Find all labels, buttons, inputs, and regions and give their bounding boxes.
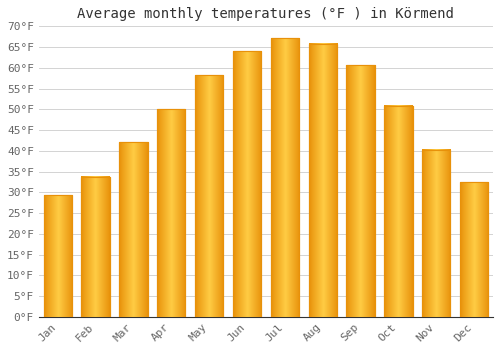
Title: Average monthly temperatures (°F ) in Körmend: Average monthly temperatures (°F ) in Kö…: [78, 7, 454, 21]
Bar: [119, 142, 148, 317]
Bar: [157, 109, 186, 317]
Bar: [157, 109, 186, 317]
Bar: [460, 182, 488, 317]
Bar: [346, 65, 375, 317]
Bar: [422, 149, 450, 317]
Bar: [460, 182, 488, 317]
Bar: [308, 44, 337, 317]
Bar: [82, 176, 110, 317]
Bar: [384, 106, 412, 317]
Bar: [346, 65, 375, 317]
Bar: [308, 44, 337, 317]
Bar: [270, 38, 299, 317]
Bar: [270, 38, 299, 317]
Bar: [195, 75, 224, 317]
Bar: [233, 51, 261, 317]
Bar: [233, 51, 261, 317]
Bar: [195, 75, 224, 317]
Bar: [422, 149, 450, 317]
Bar: [82, 176, 110, 317]
Bar: [44, 195, 72, 317]
Bar: [119, 142, 148, 317]
Bar: [384, 106, 412, 317]
Bar: [44, 195, 72, 317]
